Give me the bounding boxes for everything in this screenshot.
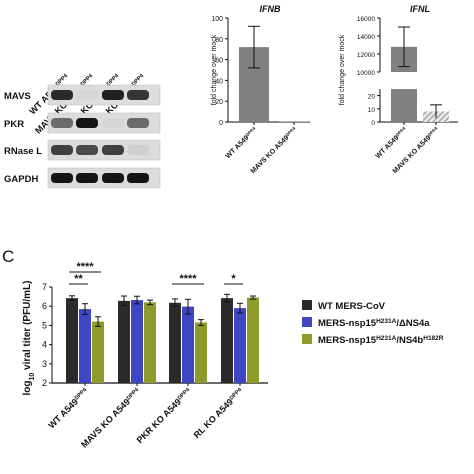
y-tick-label: 16000 [357, 16, 375, 23]
y-tick-label: 3 [42, 359, 47, 369]
bar [131, 300, 143, 383]
blot-row-label: GAPDH [4, 174, 38, 185]
y-tick-label: 60 [215, 58, 223, 65]
blot-band [76, 118, 98, 128]
y-tick-label: 4 [42, 340, 47, 350]
significance-label: ** [74, 273, 83, 285]
blot-band [51, 173, 73, 183]
bar [118, 300, 130, 383]
significance-label: **** [179, 273, 197, 285]
bar [66, 298, 78, 383]
y-tick-label: 5 [42, 320, 47, 330]
bar [79, 309, 91, 383]
legend-swatch [302, 300, 312, 310]
chart-title: IFNB [260, 4, 281, 14]
legend-label: MERS-nsp15H231A/ΔNS4a [318, 318, 430, 330]
y-tick-label: 10 [368, 107, 376, 114]
y-tick-label: 6 [42, 301, 47, 311]
blot-band [51, 90, 73, 100]
blot-band [76, 173, 98, 183]
blot-row-label: RNase L [4, 146, 42, 157]
blot-band [127, 90, 149, 100]
blot-band [102, 173, 124, 183]
blot-band [102, 90, 124, 100]
blot-row-label: PKR [4, 119, 24, 130]
y-tick-label: 40 [215, 78, 223, 85]
y-tick-label: 20 [368, 94, 376, 101]
y-tick-label: 20 [215, 99, 223, 106]
legend-swatch [302, 317, 312, 327]
viral-titer-chart: 2 3 4 5 6 7 log10 viral titer (PFU/mL) WT A549D… [22, 261, 268, 450]
y-tick-label: 0 [219, 120, 223, 127]
bar [92, 321, 104, 383]
legend-label: MERS-nsp15H231A/NS4bH182R [318, 335, 444, 347]
ifnl-chart: 10000 12000 14000 16000 0 10 20 IFNL fold change… [339, 4, 458, 175]
bar [221, 298, 233, 383]
blot-band [127, 118, 149, 128]
significance-label: **** [76, 261, 94, 273]
y-tick-label: 12000 [357, 52, 375, 59]
y-axis-label: log10 viral titer (PFU/mL) [22, 280, 36, 395]
blot-band [102, 145, 124, 155]
blot-band [51, 145, 73, 155]
ifnb-chart: 0 20 40 60 80 100 IFNB fold change over mock WT … [211, 4, 310, 175]
bar [169, 302, 181, 383]
x-tick-label: WT A549DPP4 [46, 386, 91, 431]
chart-legend: WT MERS-CoV MERS-nsp15H231A/ΔNS4a MERS-nsp… [302, 300, 444, 346]
blot-band [76, 90, 98, 100]
x-tick-label: RL KO A549DPP4 [192, 386, 246, 440]
x-tick-label: PKR KO A549DPP4 [135, 386, 195, 446]
blot-band [127, 173, 149, 183]
bar [144, 302, 156, 383]
blot-band [51, 118, 73, 128]
significance-label: * [231, 273, 236, 285]
x-tick-label: MAVS KO A549DPP4 [249, 125, 299, 175]
y-tick-label: 7 [42, 282, 47, 292]
blot-band [102, 118, 124, 128]
y-tick-label: 0 [371, 120, 375, 127]
x-tick-label: MAVS KO A549DPP4 [79, 386, 143, 450]
blot-band [127, 145, 149, 155]
blot-band [76, 145, 98, 155]
bar [234, 308, 246, 383]
panel-c-label: C [2, 247, 14, 266]
y-tick-label: 10000 [357, 70, 375, 77]
bar [182, 306, 194, 383]
x-tick-label: WT A549DPP4 [224, 125, 259, 160]
x-tick-label: WT A549DPP4 [374, 125, 409, 160]
bar [391, 89, 417, 122]
y-tick-label: 80 [215, 37, 223, 44]
y-axis-label: fold change over mock [211, 34, 218, 105]
y-tick-label: 2 [42, 378, 47, 388]
bar [247, 297, 259, 383]
chart-title: IFNL [410, 4, 430, 14]
y-tick-label: 100 [211, 16, 223, 23]
y-tick-label: 14000 [357, 34, 375, 41]
bar [279, 121, 309, 122]
bar [195, 322, 207, 383]
legend-swatch [302, 334, 312, 344]
y-axis-label: fold change over mock [339, 34, 346, 105]
legend-label: WT MERS-CoV [318, 301, 386, 312]
blot-row-label: MAVS [4, 91, 31, 102]
